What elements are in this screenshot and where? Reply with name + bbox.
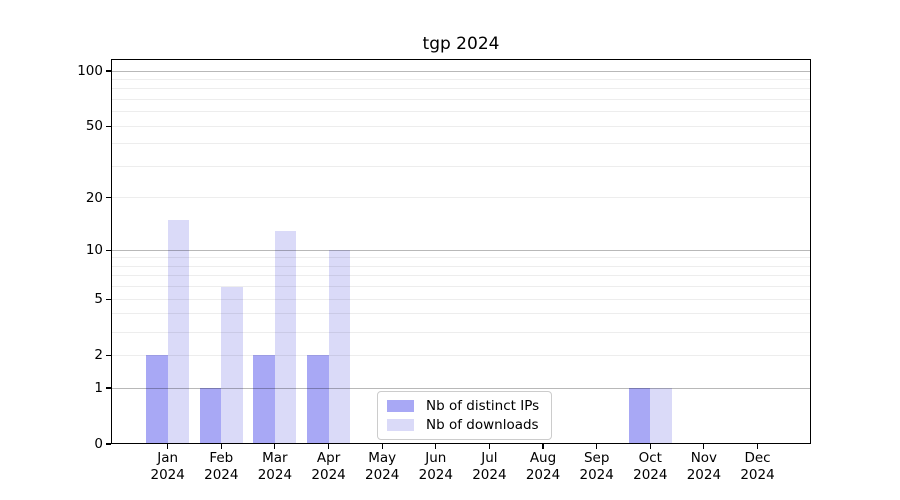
y-tick-label-100: 100 [77,63,103,79]
y-tick-mark-50 [106,125,111,127]
bar-nb-of-distinct-ips-jan-2024 [146,355,168,444]
gridline-y-70 [111,99,811,100]
x-tick-mark-nov-2024 [703,444,705,449]
gridline-y-6 [111,286,811,288]
x-tick-mark-jan-2024 [167,444,169,449]
x-tick-label-jul-2024: Jul 2024 [472,450,507,483]
bar-nb-of-downloads-oct-2024 [650,388,672,444]
x-tick-mark-may-2024 [381,444,383,449]
x-tick-label-jan-2024: Jan 2024 [150,450,185,483]
y-tick-mark-10 [106,249,111,251]
x-tick-label-apr-2024: Apr 2024 [311,450,346,483]
legend-swatch-downloads [387,419,414,431]
chart-title: tgp 2024 [422,34,500,54]
x-tick-label-aug-2024: Aug 2024 [525,450,561,483]
legend-item-distinct-ips: Nb of distinct IPs [387,398,539,414]
legend-item-downloads: Nb of downloads [387,417,539,433]
y-tick-mark-0 [106,443,111,445]
gridline-y-80 [111,88,811,90]
gridline-y-40 [111,143,811,145]
y-tick-mark-20 [106,197,111,199]
x-tick-label-nov-2024: Nov 2024 [686,450,722,483]
y-tick-label-20: 20 [85,189,103,206]
x-tick-label-mar-2024: Mar 2024 [257,450,293,483]
gridline-y-2 [111,354,811,356]
bar-nb-of-distinct-ips-mar-2024 [253,355,275,444]
y-tick-mark-2 [106,354,111,356]
gridline-y-5 [111,298,811,300]
x-tick-mark-mar-2024 [274,444,276,449]
bar-nb-of-downloads-mar-2024 [274,230,297,444]
y-tick-label-2: 2 [94,347,103,364]
bar-nb-of-downloads-apr-2024 [328,250,351,444]
gridline-y-60 [111,111,811,113]
y-tick-label-5: 5 [94,291,103,308]
legend-label-distinct-ips: Nb of distinct IPs [426,398,540,414]
bar-nb-of-downloads-feb-2024 [221,286,243,444]
y-tick-label-50: 50 [85,118,103,135]
gridline-y-20 [111,197,811,199]
x-tick-label-may-2024: May 2024 [365,450,400,483]
gridline-y-8 [111,265,811,267]
x-tick-label-feb-2024: Feb 2024 [204,450,239,483]
x-tick-mark-sep-2024 [596,444,598,449]
x-tick-mark-jun-2024 [435,444,437,449]
x-tick-mark-jul-2024 [488,444,490,449]
gridline-y-30 [111,166,811,167]
gridline-y-90 [111,78,811,80]
y-tick-mark-5 [106,298,111,300]
bar-nb-of-distinct-ips-apr-2024 [307,355,329,444]
legend-swatch-distinct-ips [387,400,414,412]
gridline-y-9 [111,257,811,259]
gridline-y-50 [111,125,811,127]
legend-label-downloads: Nb of downloads [426,417,539,433]
y-tick-label-0: 0 [94,436,103,452]
y-tick-label-1: 1 [94,380,103,396]
x-tick-mark-oct-2024 [649,444,651,449]
y-tick-mark-1 [106,387,111,389]
gridline-y-1 [111,387,811,389]
bar-nb-of-distinct-ips-feb-2024 [199,388,222,444]
bar-nb-of-downloads-jan-2024 [167,219,190,444]
x-tick-label-dec-2024: Dec 2024 [740,450,775,483]
y-tick-label-10: 10 [85,242,103,259]
gridline-y-3 [111,331,811,333]
legend: Nb of distinct IPs Nb of downloads [377,391,553,440]
x-tick-mark-feb-2024 [220,444,222,449]
x-tick-mark-dec-2024 [756,444,759,449]
gridline-y-7 [111,275,811,277]
x-tick-mark-aug-2024 [542,444,544,449]
y-tick-mark-100 [106,70,111,72]
x-tick-label-sep-2024: Sep 2024 [579,450,614,483]
x-tick-label-oct-2024: Oct 2024 [633,450,668,483]
gridline-y-4 [111,313,811,315]
gridline-y-100 [111,70,811,72]
gridline-y-10 [111,249,811,251]
x-tick-label-jun-2024: Jun 2024 [418,450,453,483]
plot-area [111,59,811,444]
x-tick-mark-apr-2024 [328,444,330,449]
bar-nb-of-distinct-ips-oct-2024 [628,388,651,444]
